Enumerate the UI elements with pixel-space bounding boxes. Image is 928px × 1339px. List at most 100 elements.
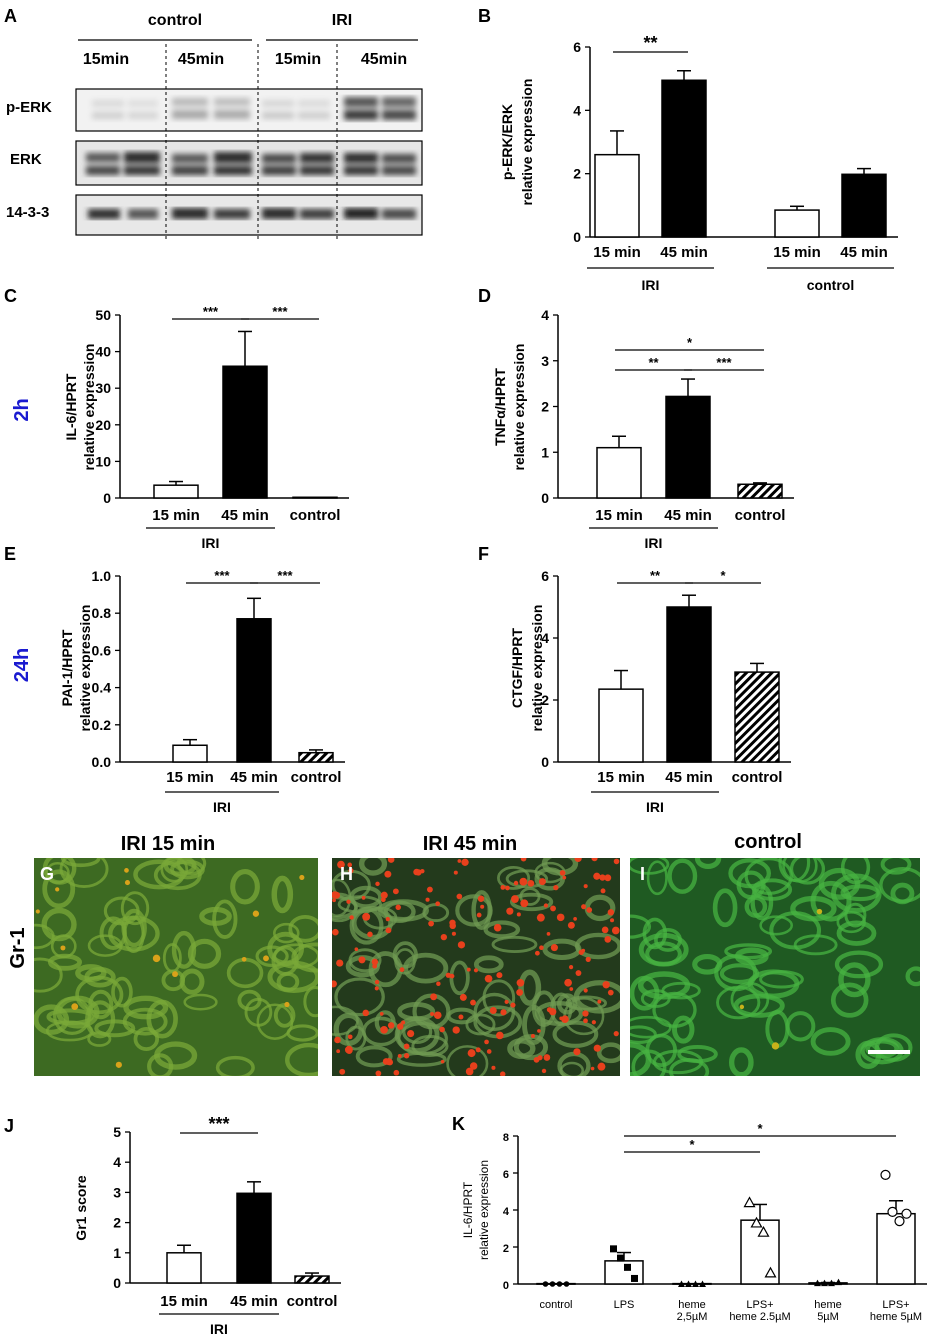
- stained-cell: [115, 1061, 122, 1068]
- tubule: [671, 1015, 695, 1044]
- tubule: [890, 882, 915, 905]
- panel-label-d: D: [478, 286, 491, 306]
- bar: [292, 496, 338, 499]
- stained-cell: [533, 1057, 540, 1063]
- blot-row-perk: p-ERK: [6, 99, 52, 116]
- tubule: [880, 858, 912, 875]
- tubule: [834, 950, 884, 979]
- y-tick-label: 4: [573, 102, 581, 118]
- stained-cell: [516, 912, 521, 917]
- stained-cell: [403, 1053, 410, 1059]
- stained-cell: [241, 956, 247, 962]
- micrograph-texture: [34, 858, 318, 1076]
- y-axis-label: relative expression: [511, 344, 527, 471]
- tubule: [170, 859, 205, 880]
- tubule: [397, 1001, 436, 1022]
- stained-cell: [393, 1069, 400, 1076]
- tubule: [351, 905, 394, 940]
- tubule: [52, 996, 92, 1036]
- y-tick-label: 8: [503, 1132, 509, 1144]
- blot-time-2: 45min: [178, 51, 224, 68]
- y-tick-label: 4: [541, 630, 549, 646]
- stained-cell: [403, 1043, 410, 1050]
- tubule: [271, 875, 294, 914]
- stained-cell: [550, 944, 558, 952]
- significance-label: ***: [716, 355, 732, 370]
- stained-cell: [387, 1022, 395, 1029]
- significance-label: ***: [214, 568, 230, 583]
- y-axis-label: relative expression: [81, 344, 97, 471]
- x-tick-label: control: [539, 1299, 572, 1311]
- y-tick-label: 0.8: [92, 605, 112, 621]
- stained-cell: [601, 926, 609, 934]
- panel-label-g: G: [40, 864, 54, 884]
- stained-cell: [611, 926, 620, 935]
- stained-cell: [457, 859, 462, 863]
- stained-cell: [505, 885, 510, 891]
- x-tick-label: heme: [814, 1299, 842, 1311]
- stained-cell: [332, 980, 337, 988]
- stained-cell: [578, 949, 584, 955]
- significance-label: ***: [272, 304, 288, 319]
- tubule: [654, 928, 682, 952]
- stained-cell: [476, 912, 482, 918]
- y-tick-label: 1: [541, 444, 549, 460]
- stained-cell: [573, 1048, 581, 1056]
- blot-row-erk: ERK: [10, 151, 42, 168]
- tubule: [596, 1042, 620, 1064]
- stained-cell: [413, 868, 420, 876]
- significance-label: ***: [277, 568, 293, 583]
- significance-label: ***: [203, 304, 219, 319]
- significance-label: *: [687, 335, 693, 350]
- micrographs: IRI 15 min IRI 45 min control G H I: [34, 831, 920, 1076]
- bar: [661, 79, 707, 238]
- stained-cell: [440, 933, 448, 941]
- data-point: [828, 1279, 835, 1287]
- y-tick-label: 0: [113, 1275, 121, 1291]
- micrograph-title-iri15: IRI 15 min: [121, 833, 215, 855]
- y-tick-label: 3: [541, 353, 549, 369]
- stained-cell: [397, 1053, 402, 1058]
- stained-cell: [430, 1011, 435, 1016]
- significance-label: ***: [208, 1114, 229, 1134]
- tubule: [505, 869, 549, 889]
- tubule: [285, 1042, 318, 1076]
- x-tick-label: heme 2.5µM: [729, 1311, 790, 1323]
- stained-cell: [573, 917, 577, 921]
- stained-cell: [401, 1020, 406, 1025]
- x-tick-label: 45 min: [221, 507, 269, 524]
- stained-cell: [124, 880, 130, 886]
- stained-cell: [332, 891, 339, 899]
- tubule: [830, 982, 869, 1018]
- tubule: [483, 920, 521, 939]
- tubule: [534, 867, 566, 891]
- group-label: IRI: [646, 799, 664, 815]
- stained-cell: [607, 909, 615, 916]
- tubule: [41, 907, 77, 942]
- tubule: [392, 941, 418, 969]
- tubule: [557, 1051, 591, 1076]
- x-tick-label: 2,5µM: [677, 1311, 708, 1323]
- stained-cell: [458, 1014, 464, 1020]
- panel-label-b: B: [478, 6, 491, 26]
- stained-cell: [358, 956, 366, 964]
- data-point: [610, 1245, 617, 1253]
- tubule: [345, 1025, 367, 1051]
- stained-cell: [516, 978, 525, 987]
- bar: [294, 1275, 330, 1284]
- tubule: [661, 981, 701, 1000]
- tubule: [838, 962, 871, 998]
- scale-bar: [868, 1050, 910, 1054]
- stained-cell: [60, 945, 66, 951]
- y-axis-label: relative expression: [77, 605, 93, 732]
- tubule: [34, 1004, 70, 1035]
- stained-cell: [504, 999, 509, 1004]
- stained-cell: [549, 1008, 557, 1016]
- group-label: IRI: [202, 535, 220, 551]
- tubule: [267, 960, 318, 993]
- blot-time-1: 15min: [83, 51, 129, 68]
- significance-label: **: [648, 355, 659, 370]
- tubule: [303, 986, 318, 1018]
- stained-cell: [461, 858, 469, 866]
- stained-cell: [583, 988, 588, 993]
